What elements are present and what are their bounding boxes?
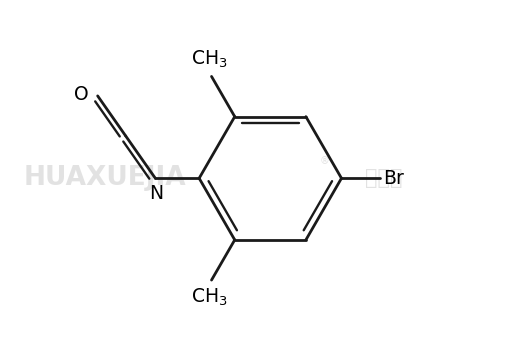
Text: HUAXUEJIA: HUAXUEJIA	[24, 165, 187, 191]
Text: O: O	[74, 85, 88, 104]
Text: ®: ®	[320, 156, 329, 166]
Text: CH$_3$: CH$_3$	[191, 49, 227, 70]
Text: N: N	[149, 184, 163, 203]
Text: CH$_3$: CH$_3$	[191, 286, 227, 308]
Text: Br: Br	[383, 169, 404, 188]
Text: 化学加: 化学加	[365, 168, 402, 188]
